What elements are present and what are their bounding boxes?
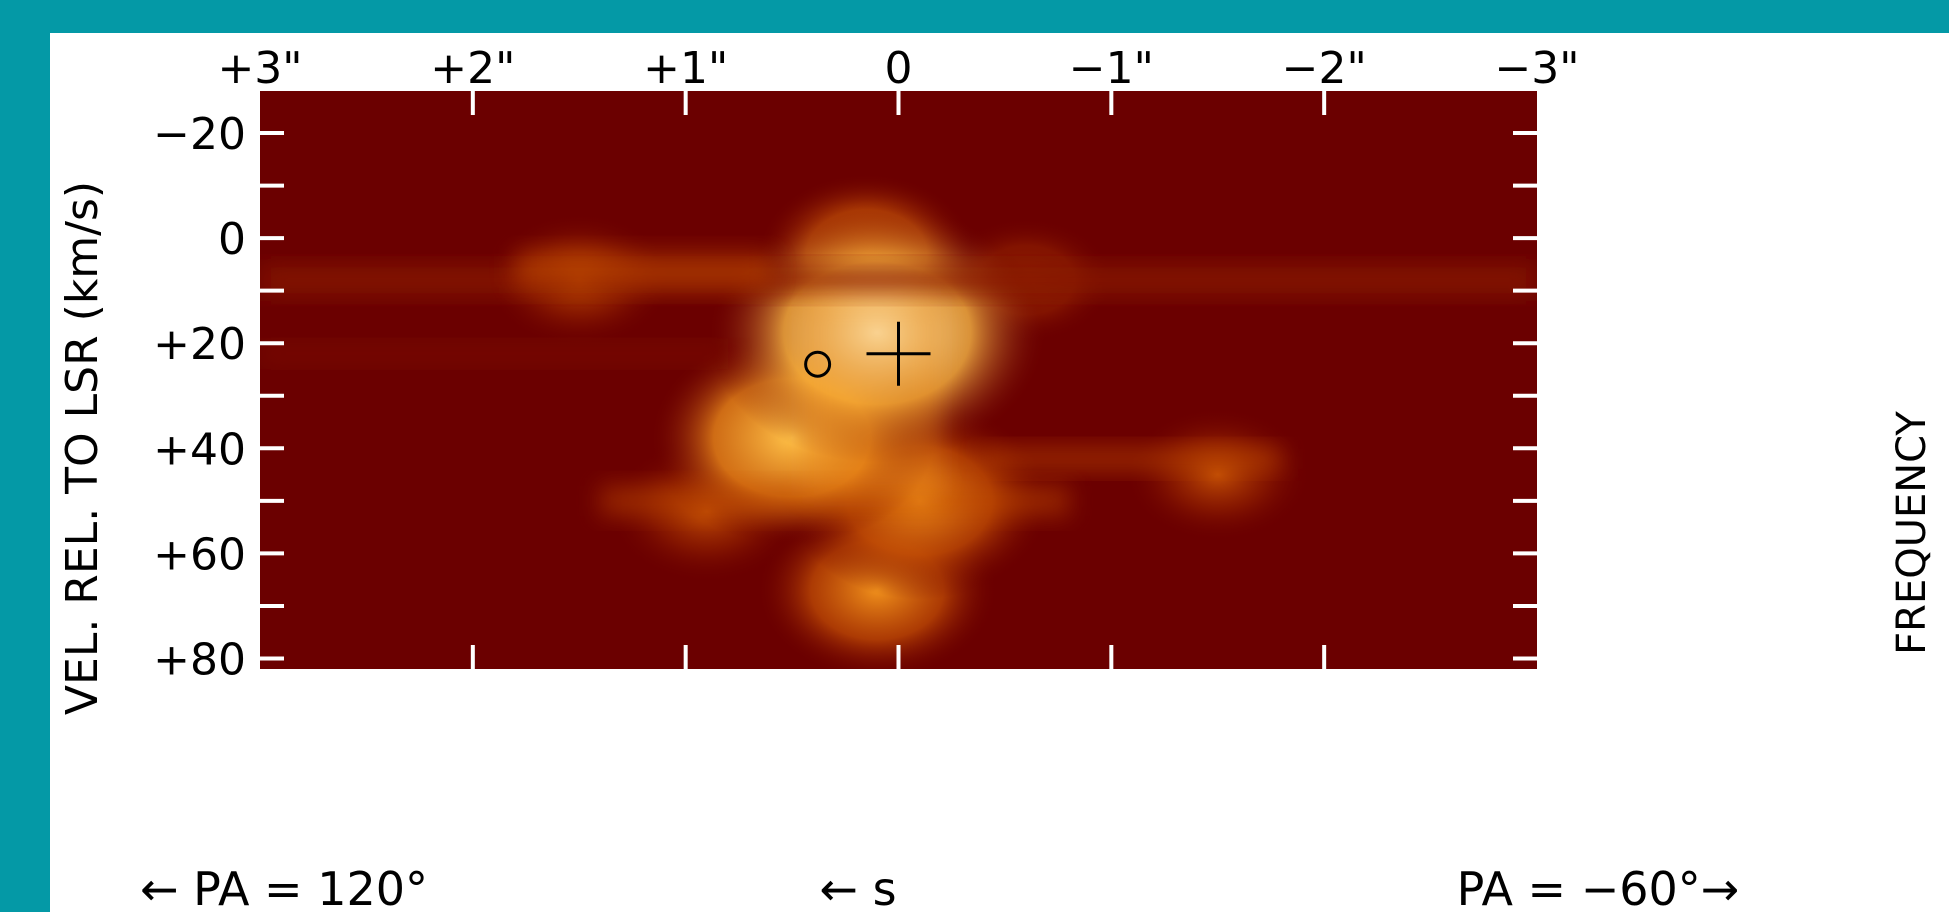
right-axis-label: FREQUENCY	[1889, 411, 1935, 655]
x-tick-label: −2"	[1282, 43, 1367, 94]
x-tick-label: +3"	[217, 43, 302, 94]
y-tick-label: +80	[153, 634, 246, 685]
bottom-label-left: ← PA = 120°	[140, 862, 428, 912]
plus-marker	[866, 321, 931, 386]
y-tick-label: +20	[153, 319, 246, 370]
x-axis-tick-labels: +3" +2" +1" 0 −1" −2" −3"	[217, 43, 1579, 94]
emission-streak	[802, 295, 942, 496]
emission-streak	[983, 447, 1282, 470]
heatmap-area	[260, 91, 1537, 669]
y-tick-label: +60	[153, 529, 246, 580]
x-tick-label: +2"	[430, 43, 515, 94]
x-tick-label: 0	[885, 43, 913, 94]
axis-ticks	[260, 91, 1537, 669]
y-tick-label: −20	[153, 109, 246, 160]
emission-streaks	[260, 252, 1537, 516]
figure-panel: +3" +2" +1" 0 −1" −2" −3" −20 0 +20 +40 +60 +80 VEL…	[50, 33, 1949, 912]
x-tick-label: −3"	[1494, 43, 1579, 94]
y-axis-tick-labels: −20 0 +20 +40 +60 +80	[153, 109, 246, 685]
y-tick-label: +40	[153, 424, 246, 475]
position-velocity-chart: +3" +2" +1" 0 −1" −2" −3" −20 0 +20 +40 +60 +80 VEL…	[57, 43, 1935, 912]
bottom-label-right: PA = −60°→	[1457, 862, 1740, 912]
y-tick-label: 0	[218, 214, 246, 265]
emission-streak	[260, 345, 729, 362]
bottom-label-center: ← s	[819, 862, 896, 912]
y-axis-label: VEL. REL. TO LSR (km/s)	[57, 181, 108, 715]
emission-streak	[515, 252, 771, 287]
circle-marker	[804, 350, 832, 378]
emission-streak	[260, 267, 1537, 294]
position-markers	[804, 321, 931, 386]
x-tick-label: −1"	[1069, 43, 1154, 94]
x-tick-label: +1"	[643, 43, 728, 94]
emission-feature	[1124, 407, 1311, 542]
